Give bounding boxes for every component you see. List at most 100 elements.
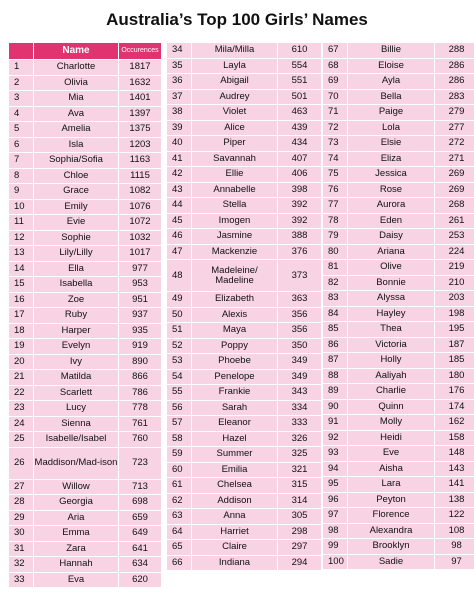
- count-cell: 261: [435, 213, 474, 228]
- name-cell: Savannah: [192, 151, 277, 166]
- table-row: 36 Abigail 551: [167, 74, 321, 89]
- table-row: 12 Sophie 1032: [9, 230, 161, 245]
- count-cell: 203: [435, 291, 474, 306]
- count-cell: 388: [278, 229, 321, 244]
- table-row: 73 Elsie 272: [323, 136, 474, 151]
- rank-cell: 75: [323, 167, 347, 182]
- count-cell: 951: [119, 292, 161, 307]
- count-cell: 373: [278, 260, 321, 291]
- name-cell: Daisy: [348, 229, 434, 244]
- rank-cell: 78: [323, 213, 347, 228]
- rank-cell: 37: [167, 89, 191, 104]
- count-cell: 1163: [119, 153, 161, 168]
- count-cell: 398: [278, 182, 321, 197]
- rank-cell: 34: [167, 43, 191, 58]
- table-row: 9 Grace 1082: [9, 184, 161, 199]
- table-row: 30 Emma 649: [9, 526, 161, 541]
- table-row: 8 Chloe 1115: [9, 168, 161, 183]
- rank-cell: 28: [9, 495, 33, 510]
- table-row: 31 Zara 641: [9, 541, 161, 556]
- count-cell: 551: [278, 74, 321, 89]
- rank-cell: 52: [167, 338, 191, 353]
- name-cell: Holly: [348, 353, 434, 368]
- count-cell: 376: [278, 244, 321, 259]
- name-cell: Mia: [34, 91, 118, 106]
- name-cell: Violet: [192, 105, 277, 120]
- name-cell: Hayley: [348, 306, 434, 321]
- table-row: 64 Harriet 298: [167, 524, 321, 539]
- rank-cell: 84: [323, 306, 347, 321]
- table-row: 45 Imogen 392: [167, 213, 321, 228]
- count-cell: 305: [278, 509, 321, 524]
- table-row: 95 Lara 141: [323, 477, 474, 492]
- table-row: 77 Aurora 268: [323, 198, 474, 213]
- table-row: 40 Piper 434: [167, 136, 321, 151]
- table-row: 61 Chelsea 315: [167, 478, 321, 493]
- rank-cell: 35: [167, 58, 191, 73]
- rank-cell: 83: [323, 291, 347, 306]
- name-cell: Imogen: [192, 213, 277, 228]
- count-cell: 350: [278, 338, 321, 353]
- count-cell: 286: [435, 58, 474, 73]
- table-row: 24 Sienna 761: [9, 416, 161, 431]
- count-cell: 649: [119, 526, 161, 541]
- count-cell: 141: [435, 477, 474, 492]
- name-cell: Lucy: [34, 401, 118, 416]
- table-row: 54 Penelope 349: [167, 369, 321, 384]
- name-cell: Ruby: [34, 308, 118, 323]
- count-cell: 334: [278, 400, 321, 415]
- count-cell: 1397: [119, 106, 161, 121]
- name-cell: Elsie: [348, 136, 434, 151]
- name-cell: Sadie: [348, 554, 434, 569]
- count-cell: 407: [278, 151, 321, 166]
- rank-cell: 89: [323, 384, 347, 399]
- table-row: 86 Victoria 187: [323, 337, 474, 352]
- count-cell: 1632: [119, 75, 161, 90]
- rank-cell: 50: [167, 307, 191, 322]
- rank-cell: 55: [167, 385, 191, 400]
- rank-cell: 92: [323, 430, 347, 445]
- rank-cell: 53: [167, 354, 191, 369]
- name-cell: Jasmine: [192, 229, 277, 244]
- name-cell: Olive: [348, 260, 434, 275]
- count-cell: 363: [278, 292, 321, 307]
- table-row: 21 Matilda 866: [9, 370, 161, 385]
- name-cell: Eloise: [348, 58, 434, 73]
- rank-cell: 1: [9, 60, 33, 75]
- name-cell: Evie: [34, 215, 118, 230]
- name-cell: Sophia/Sofia: [34, 153, 118, 168]
- table-row: 83 Alyssa 203: [323, 291, 474, 306]
- name-cell: Eve: [348, 446, 434, 461]
- table-row: 20 Ivy 890: [9, 354, 161, 369]
- name-cell: Rose: [348, 182, 434, 197]
- name-cell: Stella: [192, 198, 277, 213]
- count-cell: 356: [278, 323, 321, 338]
- rank-cell: 80: [323, 244, 347, 259]
- name-cell: Frankie: [192, 385, 277, 400]
- name-cell: Ivy: [34, 354, 118, 369]
- rank-cell: 67: [323, 43, 347, 58]
- table-row: 84 Hayley 198: [323, 306, 474, 321]
- rank-cell: 10: [9, 199, 33, 214]
- rank-cell: 77: [323, 198, 347, 213]
- count-cell: 659: [119, 510, 161, 525]
- table-row: 94 Aisha 143: [323, 461, 474, 476]
- table-row: 93 Eve 148: [323, 446, 474, 461]
- table-row: 37 Audrey 501: [167, 89, 321, 104]
- rank-cell: 18: [9, 323, 33, 338]
- table-row: 52 Poppy 350: [167, 338, 321, 353]
- rank-cell: 33: [9, 572, 33, 587]
- rank-cell: 87: [323, 353, 347, 368]
- table-row: 47 Mackenzie 376: [167, 244, 321, 259]
- name-cell: Amelia: [34, 122, 118, 137]
- rank-cell: 94: [323, 461, 347, 476]
- count-cell: 634: [119, 557, 161, 572]
- count-cell: 620: [119, 572, 161, 587]
- count-cell: 349: [278, 354, 321, 369]
- table-row: 34 Mila/Milla 610: [167, 43, 321, 58]
- count-cell: 195: [435, 322, 474, 337]
- count-cell: 253: [435, 229, 474, 244]
- name-cell: Maya: [192, 323, 277, 338]
- rank-cell: 3: [9, 91, 33, 106]
- rank-cell: 25: [9, 432, 33, 447]
